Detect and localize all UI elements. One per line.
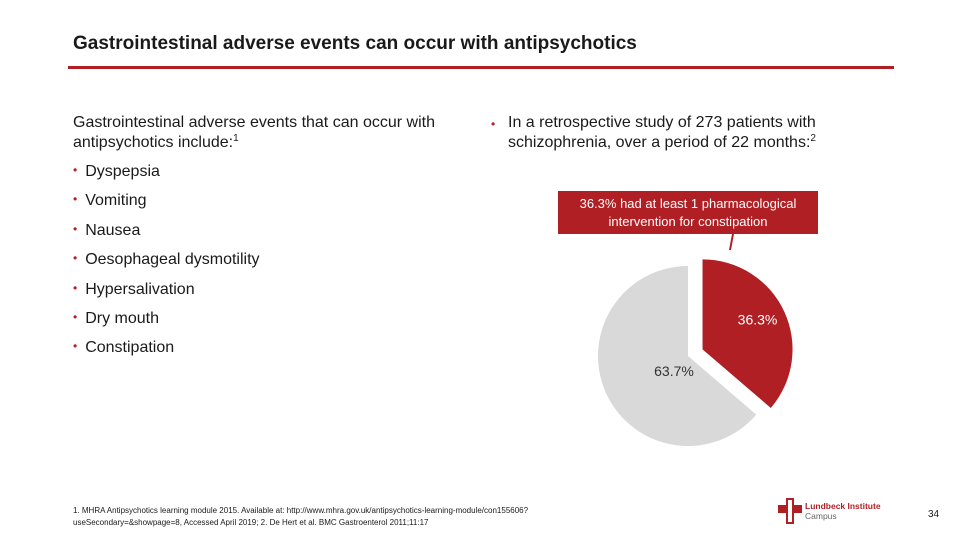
bullet-icon: • xyxy=(73,251,78,266)
list-item-label: Dry mouth xyxy=(85,309,159,327)
list-item-label: Constipation xyxy=(85,339,175,357)
left-intro-text: Gastrointestinal adverse events that can… xyxy=(73,114,435,151)
right-intro-text: In a retrospective study of 273 patients… xyxy=(508,114,816,151)
list-item: • Nausea xyxy=(73,221,260,250)
right-intro-ref: 2 xyxy=(810,133,816,144)
pie-label-other: 63.7% xyxy=(654,363,694,379)
left-intro: Gastrointestinal adverse events that can… xyxy=(73,113,473,153)
bullet-icon: • xyxy=(73,221,78,236)
pie-chart: 36.3% 63.7% xyxy=(598,233,793,446)
list-item-label: Nausea xyxy=(85,221,141,239)
pie-slice-other xyxy=(598,266,757,446)
page-number: 34 xyxy=(928,509,940,520)
adverse-events-list: • Dyspepsia • Vomiting • Nausea • Oesophagea… xyxy=(73,162,260,368)
right-intro: • In a retrospective study of 273 patien… xyxy=(491,113,891,153)
bullet-icon: • xyxy=(73,192,78,207)
callout-leader-line xyxy=(729,233,734,251)
lundbeck-cross-icon xyxy=(778,498,802,524)
bullet-icon: • xyxy=(73,280,78,295)
bullet-icon: • xyxy=(491,117,496,131)
bullet-icon: • xyxy=(73,309,78,324)
list-item-label: Vomiting xyxy=(85,192,147,210)
list-item-label: Oesophageal dysmotility xyxy=(85,251,260,269)
list-item: • Oesophageal dysmotility xyxy=(73,250,260,279)
left-intro-ref: 1 xyxy=(233,133,239,144)
list-item: • Dry mouth xyxy=(73,309,260,338)
list-item: • Hypersalivation xyxy=(73,280,260,309)
list-item-label: Hypersalivation xyxy=(85,280,195,298)
list-item: • Constipation xyxy=(73,338,260,367)
slide-title: Gastrointestinal adverse events can occu… xyxy=(73,33,637,54)
bullet-icon: • xyxy=(73,339,78,354)
footnote: 1. MHRA Antipsychotics learning module 2… xyxy=(73,506,529,527)
bullet-icon: • xyxy=(73,163,78,177)
list-item: • Vomiting xyxy=(73,191,260,220)
logo-text-primary: Lundbeck Institute xyxy=(805,501,881,511)
logo-text-secondary: Campus xyxy=(805,511,837,521)
list-item: • Dyspepsia xyxy=(73,162,260,191)
pie-label-constipation: 36.3% xyxy=(738,312,778,328)
lundbeck-logo: Lundbeck Institute Campus xyxy=(778,498,898,524)
title-divider xyxy=(68,66,894,69)
constipation-callout: 36.3% had at least 1 pharmacological int… xyxy=(558,191,818,234)
pie-slice-constipation xyxy=(702,259,793,408)
list-item-label: Dyspepsia xyxy=(85,163,160,180)
